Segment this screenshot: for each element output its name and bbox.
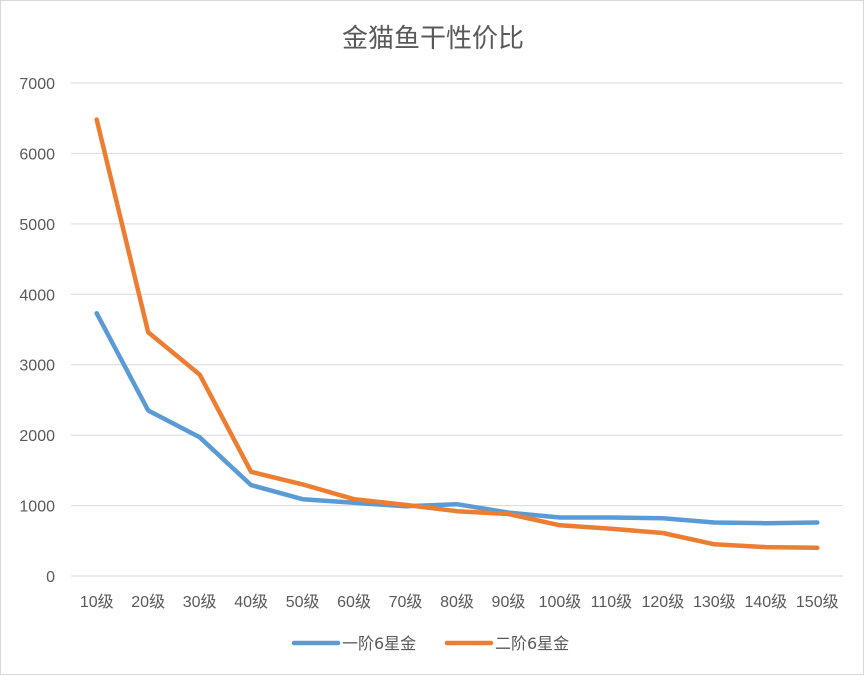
x-tick-label: 130级 [693,593,736,611]
y-tick-label: 4000 [19,287,55,304]
x-tick-label: 60级 [337,593,371,611]
legend-label-1: 一阶6星金 [342,634,416,653]
y-tick-label: 1000 [19,499,55,516]
y-tick-label: 6000 [19,146,55,163]
series-lines [94,117,820,551]
y-tick-label: 5000 [19,217,55,234]
y-tick-label: 0 [46,569,55,586]
x-tick-label: 120级 [642,593,685,611]
legend: 一阶6星金 二阶6星金 [291,634,569,653]
x-tick-label: 80级 [440,593,474,611]
x-tick-label: 110级 [591,593,633,611]
x-tick-label: 150级 [796,593,839,611]
x-tick-label: 40级 [234,593,268,611]
x-tick-label: 90级 [492,593,526,611]
chart-title: 金猫鱼干性价比 [342,24,524,54]
y-tick-label: 2000 [19,428,55,445]
x-tick-label: 50级 [286,593,320,611]
x-tick-label: 20级 [131,593,165,611]
y-tick-label: 3000 [19,358,55,375]
legend-label-2: 二阶6星金 [495,634,569,653]
x-axis-ticks: 10级 20级 30级 40级 50级 60级 70级 80级 90级 100级 110级 120级 1… [80,593,839,611]
x-tick-label: 70级 [389,593,423,611]
x-tick-label: 140级 [744,593,787,611]
x-tick-label: 30级 [183,593,217,611]
series-line-1 [94,311,820,526]
y-tick-label: 7000 [19,76,55,93]
x-tick-label: 100级 [539,593,582,611]
x-tick-label: 10级 [80,593,114,611]
series-line-2 [94,117,820,551]
y-axis-ticks: 0 1000 2000 3000 4000 5000 6000 7000 [19,76,55,586]
